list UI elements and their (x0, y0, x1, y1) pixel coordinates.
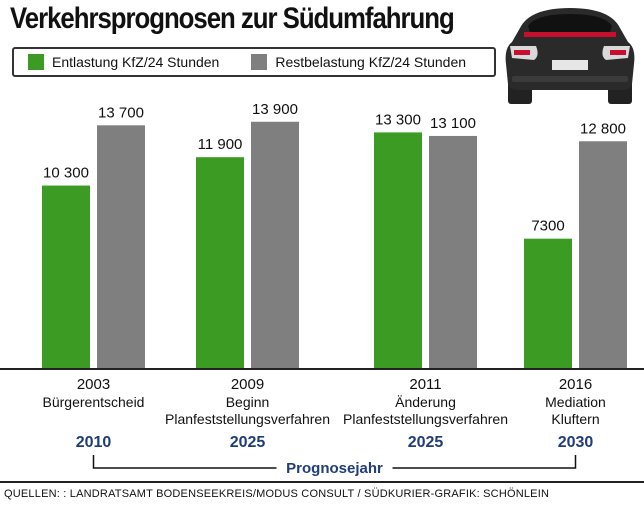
bar-entlastung-2011 (374, 132, 422, 368)
legend-swatch-green (28, 54, 44, 70)
forecast-year-label: 2010 (76, 434, 112, 451)
legend-label-entlastung: Entlastung KfZ/24 Stunden (52, 54, 220, 70)
category-description-label: Planfeststellungsverfahren (165, 411, 330, 427)
category-year-label: 2011 (409, 376, 441, 393)
category-description-label: Planfeststellungsverfahren (343, 411, 508, 427)
chart-title: Verkehrsprognosen zur Südumfahrung (10, 2, 455, 35)
bar-restbelastung-2003 (97, 125, 145, 368)
bar-value-label: 11 900 (198, 136, 243, 153)
prognosejahr-bracket-right (392, 455, 577, 469)
bar-value-label: 10 300 (43, 165, 89, 182)
legend-swatch-gray (251, 54, 268, 70)
bar-value-label: 13 100 (430, 115, 476, 132)
bar-entlastung-2009 (196, 157, 244, 368)
category-year-label: 2016 (559, 376, 592, 393)
legend-label-restbelastung: Restbelastung KfZ/24 Stunden (275, 54, 467, 70)
forecast-year-label: 2025 (408, 434, 444, 451)
car-rear-icon (505, 8, 635, 104)
category-description-label: Änderung (395, 394, 456, 410)
bar-value-label: 7300 (531, 218, 564, 235)
category-description-label: Bürgerentscheid (43, 394, 145, 410)
category-description-label: Mediation (545, 394, 606, 410)
legend: Entlastung KfZ/24 Stunden Restbelastung … (12, 47, 496, 77)
forecast-year-label: 2030 (558, 434, 594, 451)
category-year-label: 2009 (231, 376, 264, 393)
source-note: QUELLEN: : LANDRATSAMT BODENSEEKREIS/MOD… (4, 488, 550, 500)
legend-item-entlastung: Entlastung KfZ/24 Stunden (28, 54, 219, 70)
footer-divider (0, 481, 644, 483)
legend-item-restbelastung: Restbelastung KfZ/24 Stunden (251, 54, 466, 70)
category-description-label: Beginn (226, 394, 270, 410)
bar-entlastung-2016 (524, 238, 572, 368)
forecast-year-label: 2025 (230, 434, 266, 451)
x-axis-title: Prognosejahr (286, 460, 383, 477)
bar-value-label: 13 700 (98, 104, 144, 121)
category-year-label: 2003 (77, 376, 110, 393)
bar-entlastung-2003 (42, 185, 90, 368)
bar-restbelastung-2009 (251, 121, 299, 369)
bar-restbelastung-2016 (579, 141, 627, 368)
category-description-label: Kluftern (551, 411, 599, 427)
prognosejahr-bracket-left (92, 455, 277, 469)
bar-value-label: 12 800 (580, 120, 626, 137)
bar-restbelastung-2011 (429, 135, 477, 368)
bar-value-label: 13 300 (375, 111, 421, 128)
bar-value-label: 13 900 (252, 101, 298, 118)
